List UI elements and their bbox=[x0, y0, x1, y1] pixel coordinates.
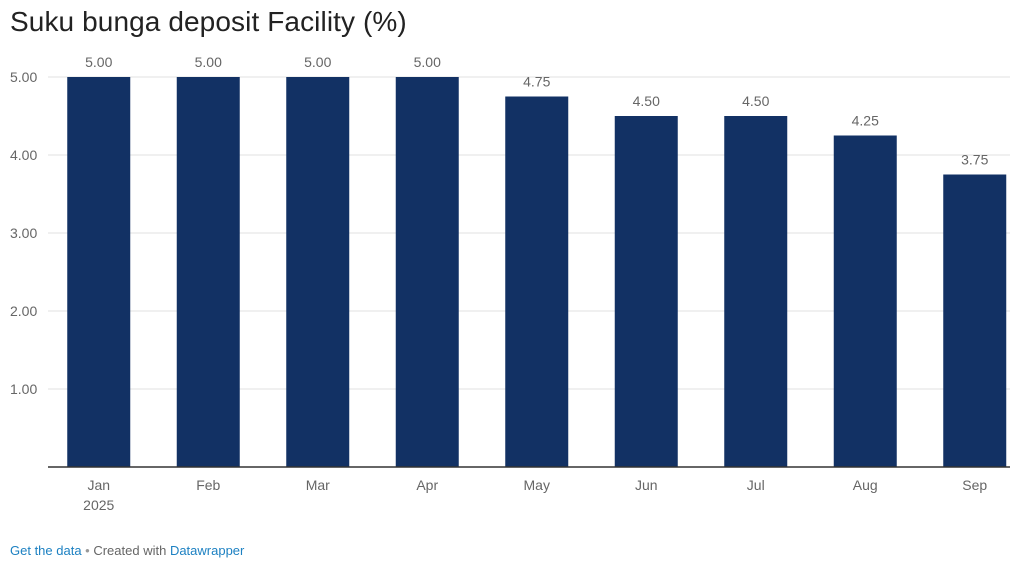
y-tick-label: 4.00 bbox=[10, 147, 37, 163]
chart-footer: Get the data • Created with Datawrapper bbox=[10, 543, 244, 558]
bar-chart: 1.00 2.00 3.00 4.00 5.00 5.00 5.00 5.00 5.00 4.7… bbox=[10, 54, 1010, 513]
created-with-text: Created with bbox=[93, 543, 170, 558]
y-tick-label: 5.00 bbox=[10, 69, 37, 85]
x-tick-label: Sep bbox=[962, 477, 987, 493]
bar bbox=[395, 77, 459, 467]
x-tick-label: Jan bbox=[87, 477, 110, 493]
x-tick-year-label: 2025 bbox=[83, 497, 114, 513]
x-tick-label: May bbox=[524, 477, 550, 493]
value-label: 5.00 bbox=[195, 54, 222, 70]
bar bbox=[943, 174, 1007, 467]
value-label: 5.00 bbox=[85, 54, 112, 70]
x-tick-label: Jul bbox=[747, 477, 765, 493]
bar bbox=[724, 116, 788, 467]
value-label: 3.75 bbox=[961, 152, 988, 168]
bar bbox=[505, 96, 569, 467]
bar bbox=[286, 77, 350, 467]
get-data-link[interactable]: Get the data bbox=[10, 543, 82, 558]
footer-separator: • bbox=[81, 543, 94, 558]
y-tick-label: 1.00 bbox=[10, 381, 37, 397]
y-tick-label: 2.00 bbox=[10, 303, 37, 319]
value-label: 4.75 bbox=[523, 74, 550, 90]
bars bbox=[67, 77, 1007, 467]
bar bbox=[614, 116, 678, 467]
value-labels: 5.00 5.00 5.00 5.00 4.75 4.50 4.50 4.25 3.75 bbox=[85, 54, 988, 168]
x-tick-label: Feb bbox=[196, 477, 220, 493]
bar bbox=[67, 77, 131, 467]
bar bbox=[176, 77, 240, 467]
x-tick-label: Mar bbox=[306, 477, 330, 493]
chart-title: Suku bunga deposit Facility (%) bbox=[10, 6, 407, 37]
value-label: 4.50 bbox=[742, 93, 769, 109]
datawrapper-link[interactable]: Datawrapper bbox=[169, 543, 245, 558]
bar bbox=[833, 135, 897, 467]
value-label: 5.00 bbox=[414, 54, 441, 70]
y-axis-ticks: 1.00 2.00 3.00 4.00 5.00 bbox=[10, 69, 37, 397]
x-tick-label: Jun bbox=[635, 477, 658, 493]
x-tick-label: Aug bbox=[853, 477, 878, 493]
x-axis-ticks: Jan 2025 Feb Mar Apr May Jun Jul Aug Sep bbox=[83, 477, 987, 513]
x-tick-label: Apr bbox=[416, 477, 438, 493]
value-label: 4.50 bbox=[633, 93, 660, 109]
value-label: 5.00 bbox=[304, 54, 331, 70]
value-label: 4.25 bbox=[852, 113, 879, 129]
y-tick-label: 3.00 bbox=[10, 225, 37, 241]
